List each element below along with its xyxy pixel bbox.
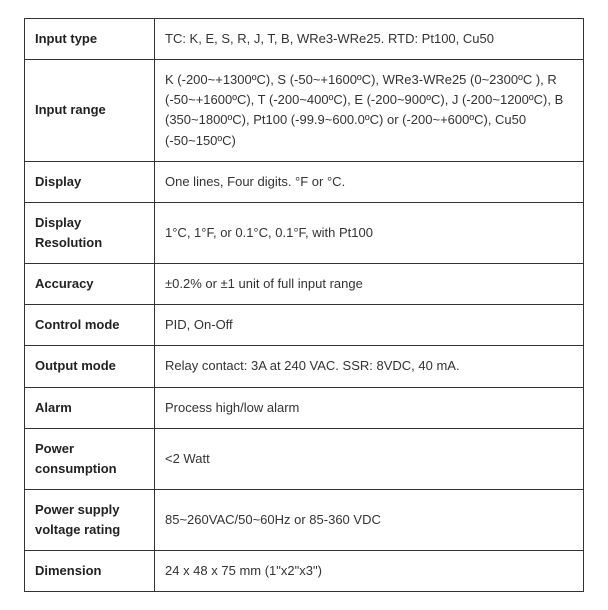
spec-value: PID, On-Off	[155, 305, 584, 346]
table-row: Output modeRelay contact: 3A at 240 VAC.…	[25, 346, 584, 387]
spec-label: Output mode	[25, 346, 155, 387]
spec-table: Input typeTC: K, E, S, R, J, T, B, WRe3-…	[24, 18, 584, 592]
spec-value: 85~260VAC/50~60Hz or 85-360 VDC	[155, 489, 584, 550]
spec-value: ±0.2% or ±1 unit of full input range	[155, 264, 584, 305]
spec-value: Relay contact: 3A at 240 VAC. SSR: 8VDC,…	[155, 346, 584, 387]
spec-label: Input type	[25, 19, 155, 60]
table-row: Input typeTC: K, E, S, R, J, T, B, WRe3-…	[25, 19, 584, 60]
table-row: Display Resolution1°C, 1°F, or 0.1°C, 0.…	[25, 202, 584, 263]
spec-label: Accuracy	[25, 264, 155, 305]
spec-value: K (-200~+1300ºC), S (-50~+1600ºC), WRe3-…	[155, 60, 584, 162]
table-row: Control modePID, On-Off	[25, 305, 584, 346]
spec-label: Input range	[25, 60, 155, 162]
spec-value: <2 Watt	[155, 428, 584, 489]
table-row: Power consumption<2 Watt	[25, 428, 584, 489]
spec-label: Alarm	[25, 387, 155, 428]
spec-label: Power supply voltage rating	[25, 489, 155, 550]
spec-value: 1°C, 1°F, or 0.1°C, 0.1°F, with Pt100	[155, 202, 584, 263]
table-row: Dimension24 x 48 x 75 mm (1"x2"x3")	[25, 551, 584, 592]
table-row: DisplayOne lines, Four digits. °F or °C.	[25, 161, 584, 202]
spec-label: Control mode	[25, 305, 155, 346]
spec-value: 24 x 48 x 75 mm (1"x2"x3")	[155, 551, 584, 592]
table-row: Accuracy±0.2% or ±1 unit of full input r…	[25, 264, 584, 305]
table-row: Input rangeK (-200~+1300ºC), S (-50~+160…	[25, 60, 584, 162]
table-row: Power supply voltage rating85~260VAC/50~…	[25, 489, 584, 550]
spec-label: Display Resolution	[25, 202, 155, 263]
spec-label: Power consumption	[25, 428, 155, 489]
spec-value: One lines, Four digits. °F or °C.	[155, 161, 584, 202]
table-row: AlarmProcess high/low alarm	[25, 387, 584, 428]
spec-label: Display	[25, 161, 155, 202]
spec-value: Process high/low alarm	[155, 387, 584, 428]
spec-table-body: Input typeTC: K, E, S, R, J, T, B, WRe3-…	[25, 19, 584, 592]
spec-value: TC: K, E, S, R, J, T, B, WRe3-WRe25. RTD…	[155, 19, 584, 60]
spec-label: Dimension	[25, 551, 155, 592]
